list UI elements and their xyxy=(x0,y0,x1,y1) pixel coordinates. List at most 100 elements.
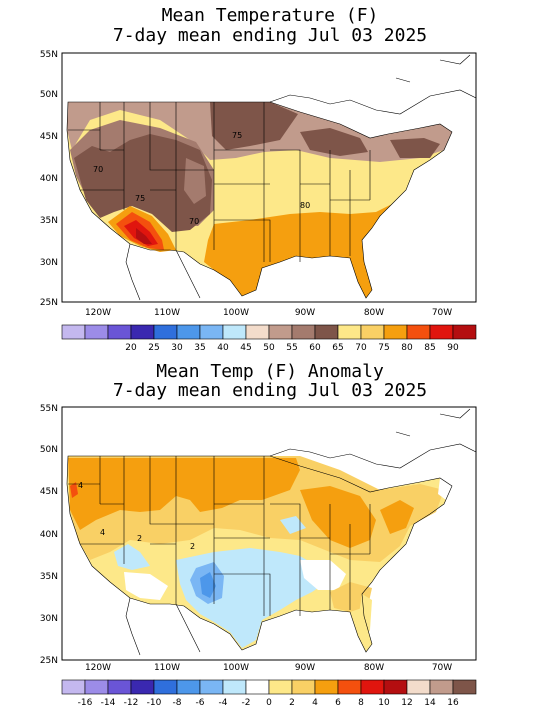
panel1-contour-label: 70 xyxy=(93,165,103,174)
panel1-contour-label: 75 xyxy=(135,194,145,203)
colorbar-label: 60 xyxy=(309,343,321,353)
colorbar-label: 8 xyxy=(358,698,364,708)
colorbar-swatch xyxy=(61,324,86,340)
colorbar-label: -16 xyxy=(78,698,93,708)
colorbar-label: 50 xyxy=(263,343,275,353)
lat-label: 45N xyxy=(40,487,58,497)
colorbar-label: 6 xyxy=(335,698,341,708)
colorbar-swatch xyxy=(222,324,247,340)
lon-label: 120W xyxy=(85,308,111,318)
colorbar-label: 40 xyxy=(217,343,229,353)
lon-label: 90W xyxy=(295,663,315,673)
lat-label: 50N xyxy=(40,90,58,100)
colorbar-swatch xyxy=(245,324,270,340)
colorbar-label: 75 xyxy=(378,343,389,353)
colorbar-label: 10 xyxy=(378,698,390,708)
lon-label: 90W xyxy=(295,308,315,318)
panel2-frame xyxy=(61,406,477,661)
panel2-contour-label: 4 xyxy=(78,481,83,490)
lat-label: 55N xyxy=(40,404,58,414)
colorbar-swatch xyxy=(360,324,385,340)
colorbar-swatch xyxy=(452,679,477,695)
colorbar-swatch xyxy=(245,679,270,695)
panel1-lon-axis: 120W 110W 100W 90W 80W 70W xyxy=(85,308,452,318)
colorbar-label: -8 xyxy=(173,698,182,708)
colorbar-swatch xyxy=(107,679,132,695)
panel2-zone-6 xyxy=(68,458,300,530)
panel2-colorbar: -16 -14 -12 -10 -8 -6 -4 -2 0 2 4 6 8 10 12 14 16 xyxy=(61,679,477,708)
colorbar-swatch xyxy=(153,679,178,695)
lon-label: 80W xyxy=(364,308,384,318)
colorbar-swatch xyxy=(429,679,454,695)
colorbar-label: 80 xyxy=(401,343,413,353)
colorbar-swatch xyxy=(176,679,201,695)
colorbar-label: -6 xyxy=(196,698,205,708)
panel1-frame xyxy=(61,52,477,303)
colorbar-swatch xyxy=(383,679,408,695)
lon-label: 80W xyxy=(364,663,384,673)
lat-label: 35N xyxy=(40,216,58,226)
colorbar-swatch xyxy=(314,679,339,695)
colorbar-label: 12 xyxy=(401,698,412,708)
lat-label: 25N xyxy=(40,298,58,308)
panel1-title-line1: Mean Temperature (F) xyxy=(161,5,379,26)
colorbar-label: 55 xyxy=(286,343,297,353)
colorbar-label: 70 xyxy=(355,343,367,353)
colorbar-label: 16 xyxy=(447,698,459,708)
colorbar-label: 14 xyxy=(424,698,436,708)
colorbar-label: 90 xyxy=(447,343,459,353)
colorbar-label: 35 xyxy=(194,343,205,353)
lat-label: 35N xyxy=(40,572,58,582)
colorbar-swatch xyxy=(130,324,155,340)
colorbar-label: -14 xyxy=(101,698,116,708)
lon-label: 100W xyxy=(223,663,249,673)
panel2-map: 4 2 2 4 xyxy=(62,407,476,660)
colorbar-swatch xyxy=(337,324,362,340)
colorbar-swatch xyxy=(314,324,339,340)
colorbar-label: -4 xyxy=(219,698,228,708)
panel2-contour-label: 4 xyxy=(100,528,105,537)
colorbar-label: 45 xyxy=(240,343,251,353)
colorbar-label: -10 xyxy=(147,698,162,708)
colorbar-swatch xyxy=(429,324,454,340)
colorbar-swatch xyxy=(107,324,132,340)
colorbar-label: 65 xyxy=(332,343,343,353)
colorbar-label: 85 xyxy=(424,343,435,353)
lon-label: 70W xyxy=(432,663,452,673)
lat-label: 45N xyxy=(40,132,58,142)
panel1-title-line2: 7-day mean ending Jul 03 2025 xyxy=(112,25,428,46)
colorbar-label: -12 xyxy=(124,698,139,708)
colorbar-swatch xyxy=(153,324,178,340)
panel2-lon-axis: 120W 110W 100W 90W 80W 70W xyxy=(85,663,452,673)
panel1-contour-label: 75 xyxy=(232,131,242,140)
panel1-contour-label: 80 xyxy=(300,201,310,210)
colorbar-label: 30 xyxy=(171,343,183,353)
panel1-contour-label: 70 xyxy=(189,217,199,226)
colorbar-swatch xyxy=(337,679,362,695)
colorbar-swatch xyxy=(176,324,201,340)
colorbar-swatch xyxy=(383,324,408,340)
panel1-colorbar: 20 25 30 35 40 45 50 55 60 65 70 75 80 85 90 xyxy=(61,324,477,353)
lat-label: 30N xyxy=(40,258,58,268)
lat-label: 40N xyxy=(40,530,58,540)
panel1-map: 75 70 75 70 80 xyxy=(62,53,476,302)
colorbar-label: 0 xyxy=(266,698,272,708)
colorbar-swatch xyxy=(360,679,385,695)
lat-label: 55N xyxy=(40,50,58,60)
colorbar-swatch xyxy=(222,679,247,695)
lat-label: 30N xyxy=(40,614,58,624)
colorbar-swatch xyxy=(406,324,431,340)
lat-label: 50N xyxy=(40,445,58,455)
colorbar-label: 4 xyxy=(312,698,318,708)
colorbar-swatch xyxy=(268,324,293,340)
panel1-lat-axis: 55N 50N 45N 40N 35N 30N 25N xyxy=(40,50,58,308)
colorbar-label: -2 xyxy=(242,698,251,708)
lon-label: 100W xyxy=(223,308,249,318)
panel2-contour-label: 2 xyxy=(190,542,195,551)
colorbar-swatch xyxy=(452,324,477,340)
lon-label: 120W xyxy=(85,663,111,673)
lon-label: 70W xyxy=(432,308,452,318)
panel2-title-line1: Mean Temp (F) Anomaly xyxy=(156,361,384,382)
lon-label: 110W xyxy=(154,663,180,673)
